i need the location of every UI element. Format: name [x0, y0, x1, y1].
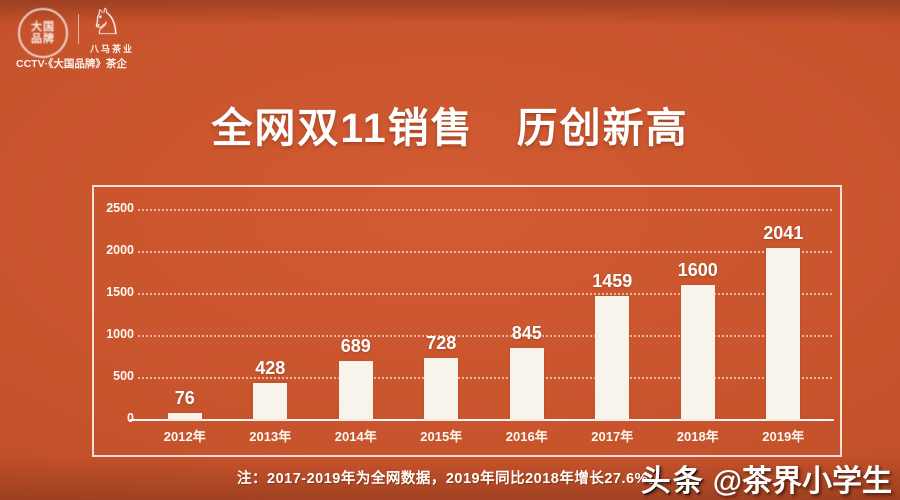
chart-footnote: 注：2017-2019年为全网数据，2019年同比2018年增长27.6%。 — [237, 471, 663, 487]
y-tick-label-0: 0 — [127, 411, 134, 425]
x-tick-label-2019年: 2019年 — [762, 429, 805, 444]
x-tick-label-2012年: 2012年 — [163, 429, 206, 444]
header-logo-strip: 大国品牌 ♘ 八马茶业 CCTV·《大国品牌》茶企 — [14, 1, 194, 76]
bar-value-label-2012年: 76 — [174, 387, 195, 408]
x-axis-line — [130, 419, 834, 421]
y-tick-label-2000: 2000 — [106, 243, 134, 257]
logo-divider — [78, 14, 79, 44]
bar-2018年 — [680, 284, 715, 419]
bar-2019年 — [766, 247, 801, 419]
bar-value-label-2017年: 1459 — [592, 271, 633, 292]
bar-value-label-2018年: 1600 — [677, 259, 718, 280]
y-tick-label-500: 500 — [113, 369, 134, 383]
bar-value-label-2016年: 845 — [511, 323, 542, 344]
bar-2017年 — [595, 296, 630, 419]
bar-value-label-2013年: 428 — [255, 358, 286, 379]
x-tick-label-2017年: 2017年 — [591, 429, 634, 444]
y-tick-label-1000: 1000 — [106, 327, 134, 341]
bar-value-label-2019年: 2041 — [763, 222, 804, 243]
gridline-1500 — [138, 293, 832, 295]
bar-2015年 — [424, 357, 459, 419]
watermark-platform: 头条 — [640, 465, 705, 498]
bar-value-label-2015年: 728 — [426, 332, 457, 353]
y-tick-label-1500: 1500 — [106, 285, 134, 299]
bar-2012年 — [167, 412, 202, 419]
brand-tagline: CCTV·《大国品牌》茶企 — [16, 58, 127, 70]
gridline-2000 — [138, 251, 832, 253]
x-tick-label-2015年: 2015年 — [420, 429, 463, 444]
emblem-text: 大国品牌 — [31, 21, 55, 45]
cctv-brand-emblem-icon: 大国品牌 — [18, 8, 68, 58]
bar-2013年 — [253, 383, 288, 419]
bar-value-label-2014年: 689 — [340, 336, 371, 357]
slide-title: 全网双11销售 历创新高 — [211, 105, 689, 151]
gridline-500 — [138, 377, 832, 379]
x-tick-label-2013年: 2013年 — [249, 429, 292, 444]
gridline-2500 — [138, 209, 832, 211]
bar-2014年 — [338, 361, 373, 419]
watermark-handle: @茶界小学生 — [712, 465, 892, 498]
x-tick-label-2016年: 2016年 — [505, 429, 548, 444]
horse-icon: ♘ — [90, 1, 123, 42]
watermark: 头条 @茶界小学生 — [641, 456, 892, 500]
x-tick-label-2018年: 2018年 — [676, 429, 719, 444]
bar-2016年 — [509, 348, 544, 419]
y-tick-label-2500: 2500 — [106, 201, 134, 215]
x-tick-label-2014年: 2014年 — [334, 429, 377, 444]
gridline-1000 — [138, 335, 832, 337]
chart-frame: 0 500 1000 1500 2000 2500 76 2012年 428 2013年 689 20… — [92, 185, 842, 457]
brand-name: 八马茶业 — [90, 44, 135, 54]
